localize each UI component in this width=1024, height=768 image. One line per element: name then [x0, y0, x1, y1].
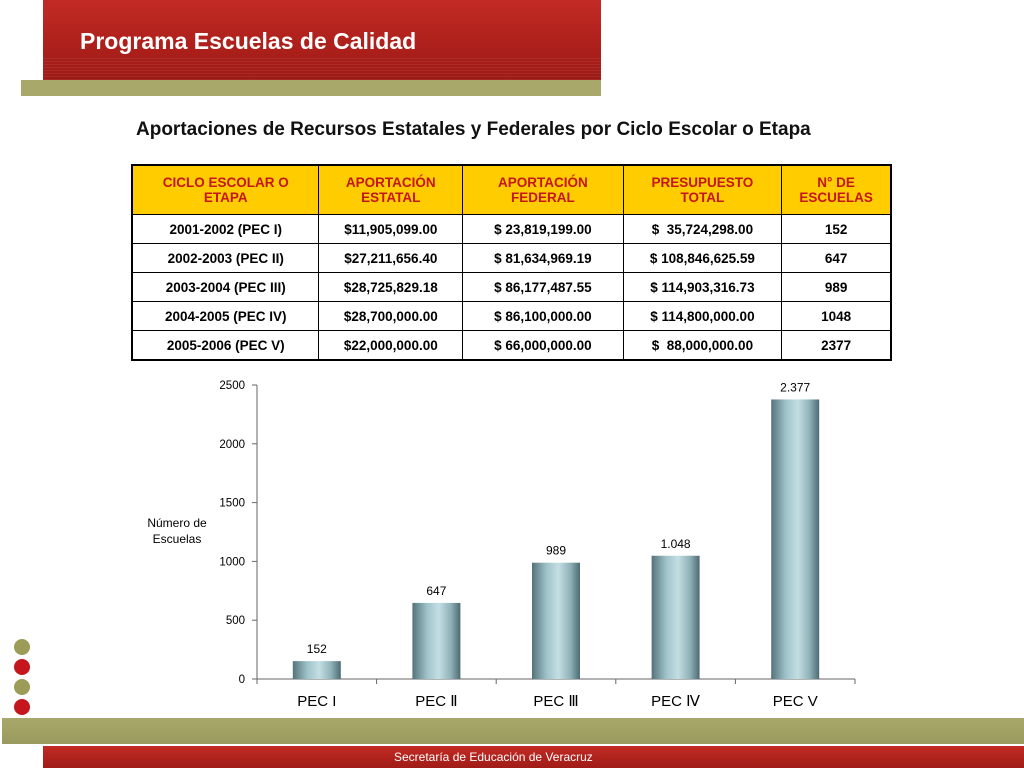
y-axis-title-line2: Escuelas — [153, 532, 202, 546]
cell-estatal: $27,211,656.40 — [318, 243, 464, 273]
bar — [412, 602, 461, 679]
x-tick-label: PEC V — [773, 693, 818, 710]
cell-ciclo: 2004-2005 (PEC IV) — [131, 301, 320, 331]
cell-total: $ 88,000,000.00 — [622, 330, 783, 361]
cell-estatal: $28,725,829.18 — [318, 272, 464, 302]
cell-escuelas: 152 — [781, 214, 892, 244]
y-axis-title-line1: Número de — [147, 516, 207, 530]
decorative-dot — [14, 679, 30, 695]
footer-divider — [2, 718, 1024, 744]
table-row: 2004-2005 (PEC IV) $28,700,000.00 $ 86,1… — [131, 301, 892, 331]
header-presupuesto: PRESUPUESTO TOTAL — [622, 164, 783, 215]
cell-ciclo: 2002-2003 (PEC II) — [131, 243, 320, 273]
cell-ciclo: 2003-2004 (PEC III) — [131, 272, 320, 302]
cell-federal: $ 81,634,969.19 — [462, 243, 624, 273]
bar — [771, 399, 820, 679]
bar — [651, 555, 700, 679]
bar-chart: Número de Escuelas 0 500 1000 1500 2000 2500 1… — [147, 380, 856, 710]
cell-ciclo: 2001-2002 (PEC I) — [131, 214, 320, 244]
y-tick-label: 2500 — [219, 380, 245, 392]
footer-text: Secretaría de Educación de Veracruz — [394, 750, 593, 764]
data-label: 1.048 — [661, 537, 691, 551]
cell-total: $ 108,846,625.59 — [622, 243, 783, 273]
header-estatal: APORTACIÓN ESTATAL — [318, 164, 464, 215]
y-tick-label: 500 — [226, 615, 245, 627]
cell-escuelas: 989 — [781, 272, 892, 302]
header-divider — [21, 80, 601, 96]
y-tick-label: 1500 — [219, 498, 245, 510]
cell-federal: $ 86,100,000.00 — [462, 301, 624, 331]
data-label: 647 — [426, 584, 446, 598]
table-row: 2005-2006 (PEC V) $22,000,000.00 $ 66,00… — [131, 330, 892, 361]
cell-federal: $ 86,177,487.55 — [462, 272, 624, 302]
decorative-dot — [14, 659, 30, 675]
header-stripes — [43, 58, 601, 80]
cell-escuelas: 1048 — [781, 301, 892, 331]
bar — [532, 562, 580, 679]
cell-federal: $ 23,819,199.00 — [462, 214, 624, 244]
cell-ciclo: 2005-2006 (PEC V) — [131, 330, 320, 361]
cell-estatal: $22,000,000.00 — [318, 330, 464, 361]
footer-band — [43, 746, 1024, 768]
cell-total: $ 35,724,298.00 — [622, 214, 783, 244]
table-title: Aportaciones de Recursos Estatales y Fed… — [136, 119, 811, 140]
header-federal: APORTACIÓN FEDERAL — [462, 164, 624, 215]
cell-estatal: $11,905,099.00 — [318, 214, 464, 244]
header-band — [43, 0, 601, 80]
data-label: 2.377 — [780, 380, 810, 394]
data-table: CICLO ESCOLAR O ETAPA APORTACIÓN ESTATAL A… — [131, 164, 892, 361]
y-tick-label: 2000 — [219, 439, 245, 451]
cell-total: $ 114,903,316.73 — [622, 272, 783, 302]
y-tick-label: 1000 — [219, 556, 245, 568]
x-tick-label: PEC Ⅱ — [415, 693, 457, 710]
page-title: Programa Escuelas de Calidad — [80, 28, 417, 54]
cell-escuelas: 2377 — [781, 330, 892, 361]
y-tick-label: 0 — [239, 674, 245, 686]
cell-federal: $ 66,000,000.00 — [462, 330, 624, 361]
data-label: 989 — [546, 544, 566, 558]
header-escuelas: N° DE ESCUELAS — [781, 164, 892, 215]
table-row: 2002-2003 (PEC II) $27,211,656.40 $ 81,6… — [131, 243, 892, 273]
x-tick-label: PEC Ⅲ — [533, 693, 578, 710]
x-tick-label: PEC I — [297, 693, 336, 710]
x-tick-label: PEC Ⅳ — [651, 693, 700, 710]
cell-estatal: $28,700,000.00 — [318, 301, 464, 331]
cell-escuelas: 647 — [781, 243, 892, 273]
cell-total: $ 114,800,000.00 — [622, 301, 783, 331]
table-header-row: CICLO ESCOLAR O ETAPA APORTACIÓN ESTATAL A… — [131, 164, 892, 215]
decorative-dot — [14, 699, 30, 715]
header-ciclo: CICLO ESCOLAR O ETAPA — [131, 164, 320, 215]
table-row: 2003-2004 (PEC III) $28,725,829.18 $ 86,… — [131, 272, 892, 302]
data-label: 152 — [307, 642, 327, 656]
decorative-dot — [14, 639, 30, 655]
bar — [292, 661, 341, 679]
table-row: 2001-2002 (PEC I) $11,905,099.00 $ 23,81… — [131, 214, 892, 244]
